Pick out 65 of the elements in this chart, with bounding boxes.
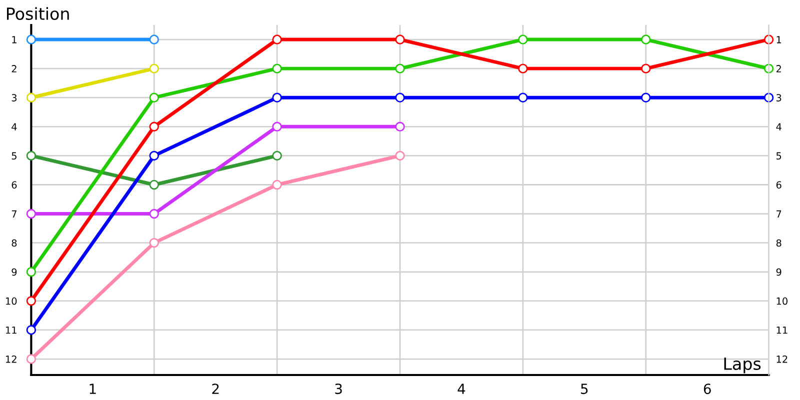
x-tick-label: 6 (704, 384, 711, 394)
point (149, 238, 159, 248)
x-tick-label: 5 (581, 384, 588, 394)
y-tick-label: 6 (12, 181, 17, 189)
y-tick-label: 12 (6, 356, 16, 363)
y2-tick-label: 3 (776, 94, 782, 102)
y2-tick-label: 5 (776, 152, 782, 160)
y-tick-label: 3 (12, 94, 17, 102)
y-tick-label: 7 (12, 210, 16, 218)
y2-tick-label: 2 (776, 65, 781, 72)
y2-tick-label: 7 (776, 210, 782, 218)
point (395, 34, 405, 44)
y-tick-label: 10 (6, 297, 17, 305)
point (272, 122, 282, 132)
point (518, 34, 528, 44)
point (149, 122, 159, 132)
x-tick-label: 2 (212, 384, 219, 394)
point (149, 64, 159, 74)
y2-tick-label: 8 (776, 239, 782, 247)
point (395, 150, 405, 161)
point (26, 267, 36, 277)
y-tick-label: 11 (6, 326, 16, 334)
point (149, 150, 159, 161)
y2-tick-label: 12 (776, 356, 788, 363)
y2-tick-label: 6 (776, 181, 782, 189)
y2-tick-label: 9 (776, 268, 782, 276)
point (149, 34, 159, 44)
point (149, 92, 159, 102)
y-tick-label: 1 (12, 36, 16, 44)
y2-tick-label: 11 (776, 326, 788, 334)
point (518, 64, 528, 74)
point (26, 296, 36, 306)
point (149, 180, 159, 190)
point (641, 34, 651, 44)
point (272, 34, 282, 44)
point (26, 325, 36, 335)
point (395, 122, 405, 132)
y-tick-label: 8 (12, 239, 17, 247)
y-tick-label: 4 (12, 123, 17, 130)
y-axis-title: Position (7, 7, 69, 20)
point (272, 150, 282, 161)
x-axis-title: Laps (724, 358, 761, 374)
point (518, 92, 528, 102)
point (641, 64, 651, 74)
point (26, 92, 36, 102)
x-tick-label: 1 (90, 384, 96, 394)
point (395, 92, 405, 102)
x-tick-label: 4 (458, 384, 466, 394)
point (272, 64, 282, 74)
point (272, 92, 282, 102)
x-tick-label: 3 (335, 384, 342, 394)
point (149, 208, 159, 219)
y2-tick-label: 10 (776, 297, 788, 305)
point (26, 34, 36, 44)
y2-tick-label: 1 (776, 36, 782, 44)
y-tick-label: 5 (12, 152, 16, 160)
point (26, 354, 36, 364)
point (272, 180, 282, 190)
point (641, 92, 651, 102)
point (395, 64, 405, 74)
y2-tick-label: 4 (776, 123, 782, 130)
y-tick-label: 9 (12, 268, 17, 276)
point (26, 208, 36, 219)
point (26, 150, 36, 161)
y-tick-label: 2 (12, 65, 16, 72)
